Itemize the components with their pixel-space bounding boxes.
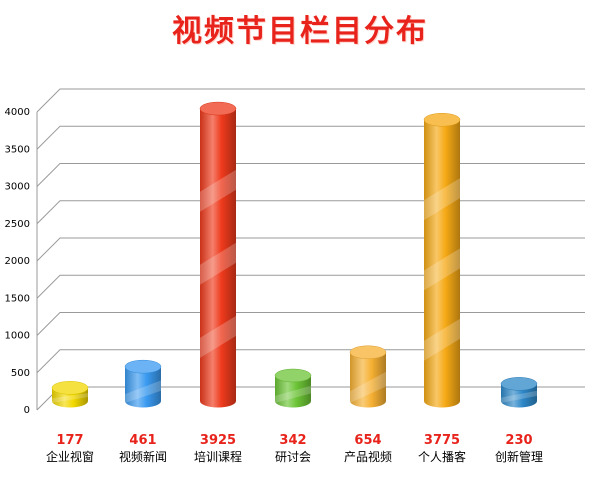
grid-line bbox=[36, 349, 585, 374]
bar-highlight-stripe bbox=[350, 371, 386, 403]
grid-lines bbox=[36, 88, 585, 411]
category-label: 创新管理 bbox=[495, 449, 543, 464]
bar-highlight-stripe bbox=[424, 318, 460, 361]
category-label: 个人播客 bbox=[418, 449, 466, 464]
y-tick-label: 2000 bbox=[5, 256, 30, 267]
bar-培训课程 bbox=[199, 101, 237, 408]
category-label: 产品视频 bbox=[344, 449, 392, 464]
bar-top bbox=[274, 368, 312, 383]
bar-产品视频 bbox=[349, 345, 387, 408]
bar-highlight-stripe bbox=[424, 178, 460, 221]
value-label: 461 bbox=[129, 433, 156, 448]
bar-highlight-stripe bbox=[424, 248, 460, 291]
bar-body bbox=[125, 366, 161, 408]
bar-highlight-stripe bbox=[125, 380, 161, 403]
y-tick-label: 3000 bbox=[5, 182, 30, 193]
bar-视频新闻 bbox=[124, 359, 162, 408]
value-label: 177 bbox=[56, 433, 83, 448]
bar-highlight-stripe bbox=[52, 393, 88, 403]
grid-line bbox=[36, 163, 585, 187]
y-axis-ticks: 0 500 1000 1500 2000 2500 3000 3500 4000 bbox=[5, 107, 30, 416]
value-label: 3925 bbox=[200, 433, 236, 448]
bar-个人播客 bbox=[423, 113, 461, 408]
grid-line bbox=[36, 125, 585, 150]
bars bbox=[51, 101, 538, 408]
bar-body bbox=[424, 119, 460, 408]
grid-line bbox=[36, 312, 585, 336]
bar-body bbox=[350, 352, 386, 408]
bar-highlight-stripe bbox=[501, 390, 537, 403]
y-tick-label: 500 bbox=[11, 368, 30, 379]
value-label: 342 bbox=[279, 433, 306, 448]
y-tick-label: 0 bbox=[24, 405, 30, 416]
bar-企业视窗 bbox=[51, 381, 89, 408]
bar-highlight-stripe bbox=[275, 385, 311, 403]
category-label: 培训课程 bbox=[194, 449, 242, 464]
y-tick-label: 3500 bbox=[5, 144, 30, 155]
bar-highlight-stripe bbox=[200, 315, 236, 358]
grid-line bbox=[36, 274, 585, 299]
bar-highlight-stripe bbox=[200, 242, 236, 285]
category-label: 研讨会 bbox=[275, 450, 311, 464]
value-label: 654 bbox=[354, 433, 381, 448]
bar-top bbox=[51, 381, 89, 395]
bar-top bbox=[199, 101, 237, 116]
bar-highlight-stripe bbox=[200, 169, 236, 212]
bar-body bbox=[275, 375, 311, 408]
bar-top bbox=[423, 113, 461, 127]
bar-研讨会 bbox=[274, 368, 312, 408]
value-label: 3775 bbox=[424, 433, 460, 448]
bar-top bbox=[124, 359, 162, 374]
y-tick-label: 2500 bbox=[5, 219, 30, 230]
y-tick-label: 1500 bbox=[5, 293, 30, 304]
bar-top bbox=[349, 345, 387, 360]
bar-body bbox=[501, 383, 537, 408]
y-tick-label: 4000 bbox=[5, 107, 30, 118]
bar-创新管理 bbox=[500, 377, 538, 408]
bar-body bbox=[200, 108, 237, 408]
value-label: 230 bbox=[505, 433, 532, 448]
y-tick-label: 1000 bbox=[5, 331, 30, 342]
bar-top bbox=[500, 377, 538, 391]
chart-title: 视频节目栏目分布 bbox=[172, 14, 428, 49]
category-label: 企业视窗 bbox=[46, 449, 94, 464]
category-label: 视频新闻 bbox=[119, 449, 167, 464]
grid-line bbox=[36, 200, 585, 225]
grid-line bbox=[36, 237, 585, 262]
grid-line bbox=[36, 88, 585, 113]
